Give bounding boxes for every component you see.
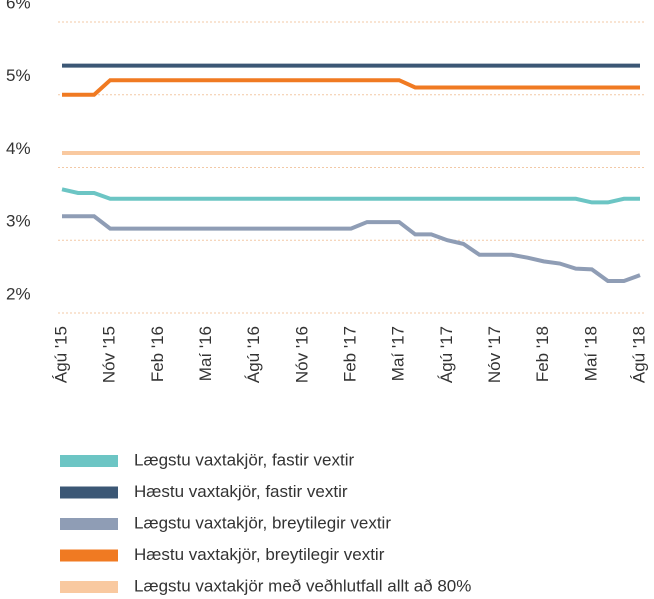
legend-label: Hæstu vaxtakjör, fastir vextir — [134, 482, 348, 501]
x-tick-label: Feb '17 — [340, 326, 359, 382]
legend-swatch — [60, 455, 118, 467]
x-tick-label: Feb '16 — [148, 326, 167, 382]
legend-swatch — [60, 486, 118, 499]
series-line — [62, 78, 640, 97]
x-tick-label: Maí '16 — [196, 326, 215, 381]
x-tick-label: Nóv '15 — [100, 326, 119, 383]
legend-swatch — [60, 549, 118, 562]
y-tick-label: 3% — [6, 212, 31, 231]
series-line — [61, 187, 640, 205]
x-tick-label: Nóv '17 — [485, 326, 504, 383]
x-tick-label: Nóv '16 — [292, 326, 311, 383]
x-tick-label: Maí '18 — [581, 326, 600, 381]
legend-label: Lægstu vaxtakjör, fastir vextir — [134, 450, 354, 469]
x-tick-label: Ágú '17 — [437, 326, 456, 383]
series-line — [62, 214, 641, 283]
x-tick-label: Feb '18 — [533, 326, 552, 382]
x-tick-label: Ágú '16 — [244, 326, 263, 383]
legend-label: Lægstu vaxtakjör með veðhlutfall allt að… — [134, 576, 471, 595]
legend-swatch — [60, 581, 118, 593]
x-tick-label: Ágú '18 — [629, 326, 648, 383]
y-tick-label: 2% — [6, 284, 31, 303]
legend-swatch — [60, 518, 118, 530]
y-tick-label: 5% — [6, 66, 31, 85]
legend-label: Hæstu vaxtakjör, breytilegir vextir — [134, 545, 385, 564]
x-tick-label: Ágú '15 — [51, 326, 70, 383]
legend-label: Lægstu vaxtakjör, breytilegir vextir — [134, 513, 391, 532]
y-tick-label: 4% — [6, 139, 31, 158]
y-tick-label: 6% — [6, 0, 31, 12]
x-tick-label: Maí '17 — [389, 326, 408, 381]
